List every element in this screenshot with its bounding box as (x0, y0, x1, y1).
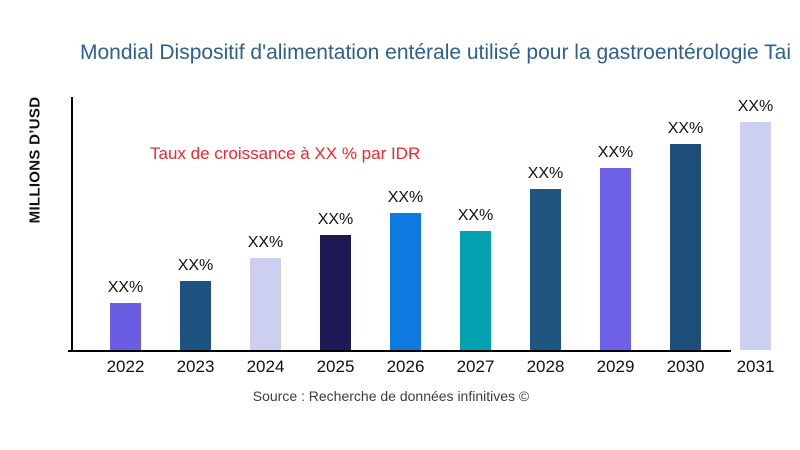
x-tick-label-2030: 2030 (666, 357, 705, 376)
y-axis-line (71, 97, 73, 352)
bar-2029 (600, 168, 631, 350)
x-tick-label-2025: 2025 (316, 357, 355, 376)
bar-value-label-2025: XX% (317, 211, 354, 228)
bar-value-label-2023: XX% (177, 257, 214, 274)
chart-title: Mondial Dispositif d'alimentation entéra… (80, 41, 792, 64)
y-axis-label: MILLIONS D’USD (26, 96, 44, 224)
bar-2026 (390, 213, 421, 350)
bar-2030 (670, 144, 701, 350)
bar-2025 (320, 235, 351, 350)
bar-value-label-2031: XX% (737, 98, 774, 115)
bar-2027 (460, 231, 491, 350)
x-tick-label-2027: 2027 (456, 357, 495, 376)
x-tick-label-2023: 2023 (176, 357, 215, 376)
x-tick-label-2026: 2026 (386, 357, 425, 376)
x-tick-label-2031: 2031 (736, 357, 775, 376)
bar-value-label-2029: XX% (597, 144, 634, 161)
x-axis-line (68, 350, 731, 352)
bar-value-label-2030: XX% (667, 120, 704, 137)
bar-value-label-2026: XX% (387, 189, 424, 206)
growth-rate-annotation: Taux de croissance à XX % par IDR (150, 144, 421, 163)
bar-value-label-2027: XX% (457, 207, 494, 224)
bar-2028 (530, 189, 561, 350)
bar-2023 (180, 281, 211, 350)
x-tick-label-2029: 2029 (596, 357, 635, 376)
x-tick-label-2022: 2022 (106, 357, 145, 376)
bar-value-label-2024: XX% (247, 234, 284, 251)
bar-2024 (250, 258, 281, 350)
bar-2022 (110, 303, 141, 350)
source-attribution: Source : Recherche de données infinitive… (252, 388, 530, 404)
x-tick-label-2024: 2024 (246, 357, 285, 376)
x-tick-label-2028: 2028 (526, 357, 565, 376)
bar-value-label-2028: XX% (527, 165, 564, 182)
bar-value-label-2022: XX% (107, 279, 144, 296)
bar-2031 (740, 122, 771, 350)
